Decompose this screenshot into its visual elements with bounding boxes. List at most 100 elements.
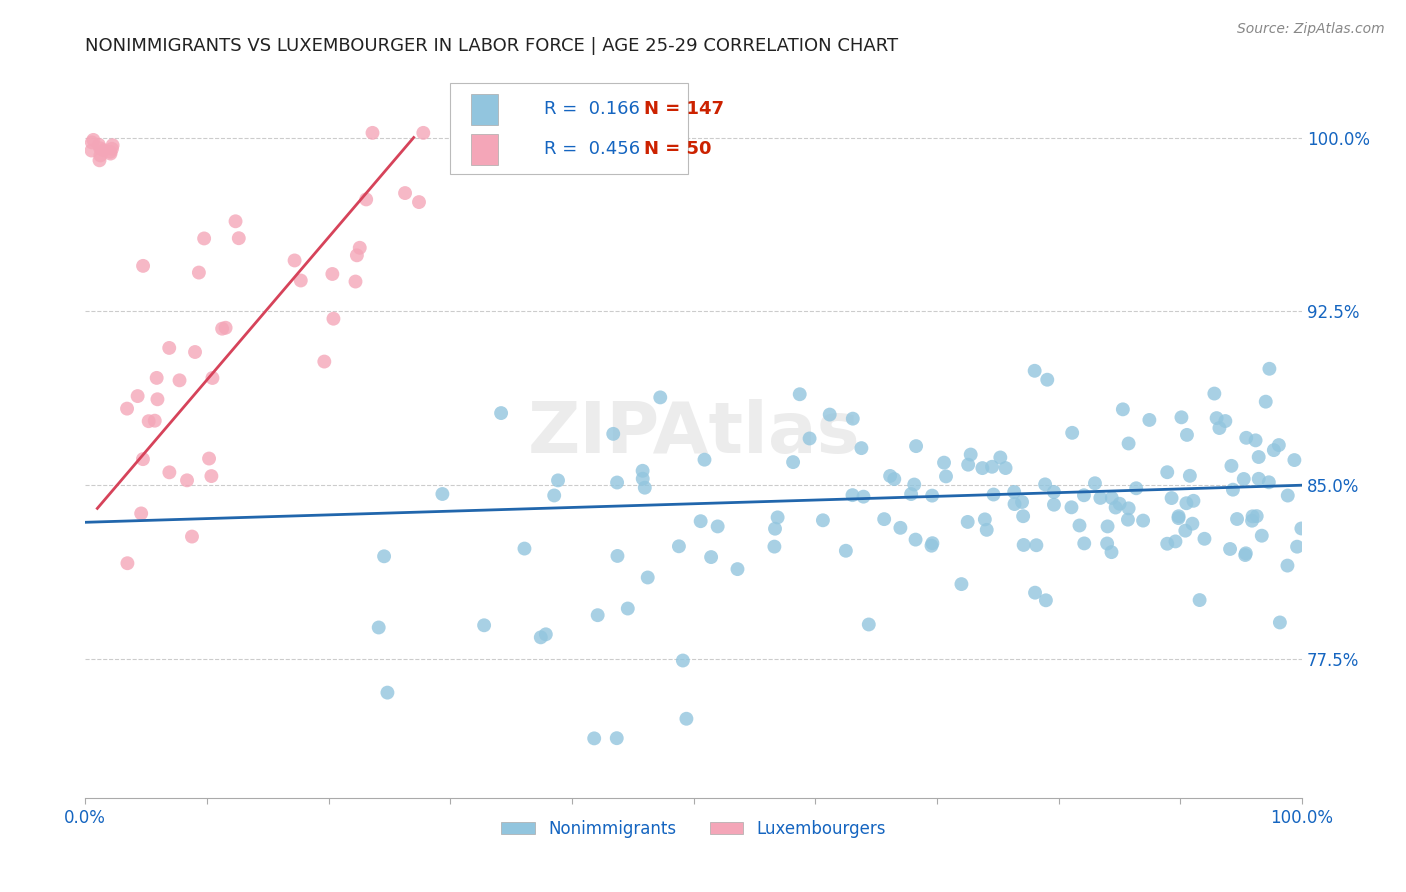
Point xyxy=(187,266,209,280)
Point xyxy=(321,267,343,281)
Point xyxy=(132,452,155,467)
Point xyxy=(905,439,928,453)
Point xyxy=(1258,361,1281,376)
Point xyxy=(145,371,167,385)
Point xyxy=(432,487,454,501)
Text: N = 50: N = 50 xyxy=(644,140,711,158)
Point xyxy=(873,512,896,526)
Point xyxy=(1233,472,1256,486)
Point xyxy=(489,406,512,420)
Point xyxy=(157,341,180,355)
Text: R =  0.456: R = 0.456 xyxy=(544,140,640,158)
Point xyxy=(1194,532,1216,546)
Point xyxy=(1250,529,1272,543)
Point xyxy=(879,469,901,483)
Bar xyxy=(471,94,498,125)
Point xyxy=(1263,443,1285,458)
Point xyxy=(201,371,224,385)
Point xyxy=(1277,558,1299,573)
Point xyxy=(1170,410,1192,425)
Point xyxy=(1002,485,1025,500)
Point xyxy=(1012,509,1035,524)
Point xyxy=(1084,476,1107,491)
Point xyxy=(394,186,416,200)
Point xyxy=(988,450,1011,465)
Point xyxy=(606,549,628,563)
Point xyxy=(89,153,111,168)
Point xyxy=(322,311,344,326)
Point xyxy=(1160,491,1182,505)
Point xyxy=(763,540,786,554)
Point xyxy=(80,136,103,150)
Point xyxy=(1215,414,1237,428)
Point xyxy=(200,469,222,483)
Point xyxy=(1125,481,1147,495)
Point xyxy=(1167,509,1189,524)
Point xyxy=(1291,521,1313,535)
Point xyxy=(606,475,628,490)
Point xyxy=(1035,593,1057,607)
Point xyxy=(983,487,1005,501)
Point xyxy=(129,507,152,521)
Point xyxy=(1043,485,1066,500)
Point xyxy=(972,461,994,475)
Point xyxy=(1024,364,1046,378)
Point xyxy=(127,389,149,403)
Point xyxy=(976,523,998,537)
Point xyxy=(1181,516,1204,531)
Point xyxy=(1073,488,1095,502)
Point xyxy=(650,391,672,405)
Point xyxy=(1012,538,1035,552)
Point xyxy=(146,392,169,407)
Point xyxy=(1101,545,1123,559)
Point xyxy=(98,145,121,159)
Point xyxy=(1025,538,1047,552)
Point xyxy=(858,617,880,632)
Point xyxy=(1036,373,1059,387)
Point xyxy=(193,231,215,245)
Point xyxy=(959,448,981,462)
Point xyxy=(606,731,628,746)
Legend: Nonimmigrants, Luxembourgers: Nonimmigrants, Luxembourgers xyxy=(495,814,893,845)
Text: NONIMMIGRANTS VS LUXEMBOURGER IN LABOR FORCE | AGE 25-29 CORRELATION CHART: NONIMMIGRANTS VS LUXEMBOURGER IN LABOR F… xyxy=(86,37,898,55)
Point xyxy=(956,515,979,529)
Point xyxy=(1205,411,1227,425)
Point xyxy=(181,530,204,544)
Bar xyxy=(471,134,498,164)
Point xyxy=(672,653,695,667)
Point xyxy=(1247,450,1270,464)
Point xyxy=(1156,465,1178,479)
Point xyxy=(921,539,943,553)
Point xyxy=(101,142,124,156)
Point xyxy=(763,522,786,536)
Point xyxy=(1104,500,1126,515)
Text: N = 147: N = 147 xyxy=(644,100,724,119)
Point xyxy=(1284,453,1306,467)
Point xyxy=(950,577,973,591)
Point xyxy=(1101,491,1123,505)
Point xyxy=(1246,509,1268,524)
Point xyxy=(1208,421,1230,435)
Point xyxy=(349,241,371,255)
Point xyxy=(1175,496,1198,510)
Point xyxy=(214,320,236,334)
Point xyxy=(1220,458,1243,473)
Point xyxy=(883,472,905,486)
Point xyxy=(408,195,430,210)
Point xyxy=(1069,518,1091,533)
Point xyxy=(89,141,111,155)
Point xyxy=(344,275,367,289)
Point xyxy=(534,627,557,641)
Point xyxy=(1132,514,1154,528)
Point xyxy=(789,387,811,401)
Point xyxy=(586,608,609,623)
Point xyxy=(935,469,957,483)
Point xyxy=(637,570,659,584)
Point xyxy=(1268,438,1291,452)
Point xyxy=(766,510,789,524)
Point xyxy=(1164,534,1187,549)
Point xyxy=(1024,585,1046,599)
Point xyxy=(377,685,399,699)
Text: Source: ZipAtlas.com: Source: ZipAtlas.com xyxy=(1237,22,1385,37)
Point xyxy=(1222,483,1244,497)
